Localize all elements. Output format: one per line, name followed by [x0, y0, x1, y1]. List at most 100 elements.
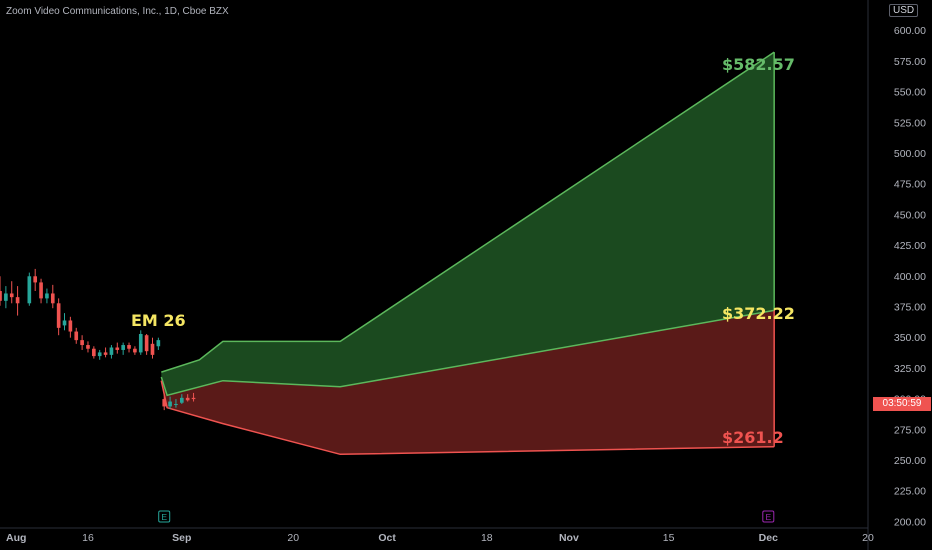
candle — [80, 335, 84, 350]
price-tick-label: 600.00 — [894, 25, 926, 37]
candle — [162, 394, 167, 411]
candle — [185, 394, 190, 402]
chart-title: Zoom Video Communications, Inc., 1D, Cbo… — [6, 6, 229, 17]
candle — [133, 346, 137, 355]
price-tick-label: 325.00 — [894, 363, 926, 375]
candle-body — [56, 303, 61, 328]
time-tick-label: 15 — [663, 532, 675, 544]
candle-body — [80, 340, 84, 346]
candle-body — [0, 291, 2, 301]
time-tick-label: Dec — [759, 532, 778, 544]
candle-body — [156, 340, 161, 347]
time-tick-label: Nov — [559, 532, 579, 544]
price-tick-label: 350.00 — [894, 332, 926, 344]
candle-body — [92, 348, 96, 357]
earnings-marker: E — [158, 510, 171, 523]
time-tick-label: Oct — [378, 532, 396, 544]
candle — [127, 342, 131, 353]
candle — [115, 342, 120, 354]
candle-body — [174, 403, 178, 405]
candle — [156, 337, 161, 350]
countdown-tag: 03:50:59 — [873, 397, 931, 411]
price-tick-label: 500.00 — [894, 148, 926, 160]
candle-body — [109, 347, 114, 355]
candle-body — [168, 401, 172, 407]
candle — [168, 396, 172, 409]
candle — [62, 313, 67, 331]
time-tick-label: 20 — [862, 532, 874, 544]
candle-body — [127, 345, 131, 349]
candle — [86, 341, 90, 353]
lower-target-label: $261.2 — [722, 428, 784, 447]
candle — [27, 272, 32, 306]
upper-band-area — [161, 52, 775, 396]
price-tick-label: 200.00 — [894, 516, 926, 528]
time-tick-label: 20 — [287, 532, 299, 544]
candle — [9, 281, 14, 304]
candle-body — [191, 397, 196, 400]
mid-band-line — [160, 309, 775, 397]
price-tick-label: 250.00 — [894, 455, 926, 467]
candle-body — [144, 335, 149, 352]
candle — [150, 337, 155, 359]
price-tick-label: 450.00 — [894, 209, 926, 221]
earnings-marker-label: E — [161, 512, 167, 522]
candle-body — [27, 276, 32, 304]
candle-body — [179, 397, 184, 403]
candle — [191, 392, 196, 402]
candle-body — [185, 397, 190, 401]
candle-body — [50, 293, 55, 304]
lower-band-area — [161, 310, 775, 455]
candle-body — [121, 345, 125, 350]
em-label: EM 26 — [131, 311, 186, 330]
candle — [4, 286, 8, 309]
upper-band-line — [161, 51, 775, 373]
time-tick-label: 16 — [82, 532, 94, 544]
earnings-marker-box — [158, 510, 171, 523]
candle-body — [115, 347, 120, 350]
candle — [50, 284, 55, 309]
candle-body — [9, 293, 14, 298]
price-tick-label: 425.00 — [894, 240, 926, 252]
currency-selector[interactable]: USD — [889, 4, 919, 17]
candle — [138, 330, 143, 355]
earnings-marker: E — [762, 510, 775, 523]
price-tick-label: 575.00 — [894, 56, 926, 68]
candle-body — [86, 345, 90, 349]
candles — [0, 268, 196, 411]
candle-body — [62, 320, 67, 326]
candle — [144, 333, 149, 355]
upper-target-label: $582.57 — [722, 55, 795, 74]
candle-body — [162, 399, 167, 407]
projection-bands — [160, 51, 775, 456]
price-tick-label: 400.00 — [894, 271, 926, 283]
price-axis[interactable]: 200.00225.00250.00275.00300.00325.00350.… — [894, 25, 926, 528]
price-tick-label: 550.00 — [894, 87, 926, 99]
candle — [0, 276, 2, 306]
candle-body — [4, 293, 8, 301]
earnings-marker-box — [762, 510, 775, 523]
candle — [92, 346, 96, 359]
candle-body — [133, 348, 137, 353]
candle — [103, 347, 108, 358]
time-axis[interactable]: Aug 16 Sep 20 Oct 18 Nov 15 Dec 20 — [6, 532, 874, 544]
candle-body — [45, 293, 49, 299]
candle — [33, 268, 38, 292]
price-tick-label: 525.00 — [894, 117, 926, 129]
candle — [121, 342, 125, 355]
candle — [97, 349, 102, 360]
candle-body — [33, 276, 38, 283]
price-tick-label: 275.00 — [894, 424, 926, 436]
candle — [56, 298, 61, 336]
price-tick-label: 225.00 — [894, 486, 926, 498]
candle-body — [103, 352, 108, 355]
candle — [179, 394, 184, 404]
price-tick-label: 375.00 — [894, 301, 926, 313]
candle-body — [138, 333, 143, 353]
candle-body — [97, 352, 102, 357]
candle-body — [150, 343, 155, 355]
candle — [39, 278, 43, 304]
time-tick-label: Sep — [172, 532, 191, 544]
